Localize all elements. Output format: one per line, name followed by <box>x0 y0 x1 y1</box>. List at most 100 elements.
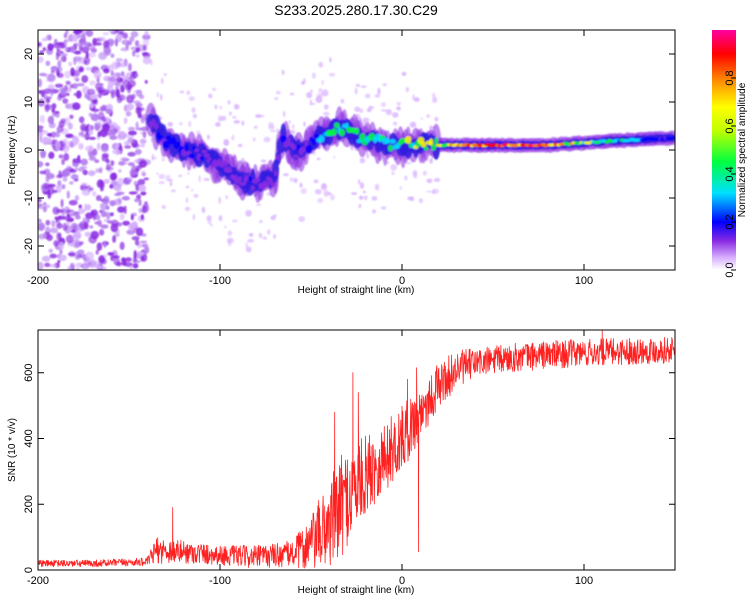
noise-cell <box>114 127 119 134</box>
noise-cell <box>275 90 281 95</box>
noise-cell <box>380 109 388 112</box>
noise-cell <box>260 159 267 163</box>
noise-cell <box>255 114 262 118</box>
noise-cell <box>392 112 399 118</box>
noise-cell <box>68 61 73 67</box>
noise-cell <box>366 108 372 113</box>
noise-cell <box>232 115 237 119</box>
noise-cell <box>135 47 141 52</box>
ridge-cell <box>270 182 276 187</box>
noise-cell <box>151 156 158 159</box>
noise-cell <box>57 60 62 68</box>
noise-cell <box>101 104 106 111</box>
noise-cell <box>358 195 364 200</box>
noise-cell <box>45 175 50 183</box>
noise-cell <box>63 117 71 126</box>
noise-cell <box>314 188 322 195</box>
noise-cell <box>130 31 139 38</box>
noise-cell <box>70 229 76 233</box>
noise-cell <box>72 136 80 146</box>
noise-cell <box>74 166 78 171</box>
x-tick-label: 0 <box>399 575 405 587</box>
noise-cell <box>116 72 121 82</box>
noise-cell <box>121 158 130 162</box>
noise-cell <box>135 89 143 97</box>
noise-cell <box>144 246 150 254</box>
noise-cell <box>142 52 151 59</box>
noise-cell <box>69 212 79 217</box>
noise-cell <box>405 161 412 165</box>
colorbar-label: Normalized spectral amplitude <box>737 82 748 217</box>
noise-cell <box>133 159 140 163</box>
x-tick-label: 0 <box>399 275 405 287</box>
noise-cell <box>328 72 336 77</box>
noise-cell <box>54 140 61 150</box>
noise-cell <box>178 174 183 178</box>
noise-cell <box>220 115 227 121</box>
noise-cell <box>50 88 54 97</box>
noise-cell <box>409 196 415 202</box>
noise-cell <box>188 120 192 127</box>
noise-cell <box>142 205 148 212</box>
noise-cell <box>42 184 51 190</box>
noise-cell <box>122 220 131 226</box>
noise-cell <box>43 88 52 94</box>
noise-cell <box>217 115 223 122</box>
ridge-cell <box>333 122 340 129</box>
y-tick-label: 400 <box>23 429 35 447</box>
ridge-cell <box>389 139 396 144</box>
y-tick-label: 0 <box>23 567 35 573</box>
noise-cell <box>65 92 70 96</box>
noise-cell <box>399 186 402 191</box>
noise-cell <box>227 230 233 236</box>
noise-cell <box>420 117 424 120</box>
noise-cell <box>112 149 121 155</box>
ridge-cell <box>250 185 255 191</box>
noise-cell <box>107 252 115 256</box>
noise-cell <box>137 178 146 186</box>
noise-cell <box>97 131 101 138</box>
noise-cell <box>124 140 130 146</box>
noise-cell <box>283 110 286 118</box>
noise-cell <box>144 30 149 36</box>
ridge-cell <box>199 155 204 161</box>
noise-cell <box>256 203 262 206</box>
noise-cell <box>38 131 44 138</box>
noise-cell <box>327 192 332 196</box>
noise-cell <box>110 53 115 58</box>
noise-cell <box>46 132 53 137</box>
noise-cell <box>92 212 97 221</box>
noise-cell <box>99 180 105 190</box>
noise-cell <box>112 255 120 259</box>
ridge-cell <box>203 153 211 158</box>
noise-cell <box>39 224 44 231</box>
noise-cell <box>135 165 142 171</box>
noise-cell <box>94 42 102 46</box>
noise-cell <box>186 90 191 96</box>
noise-cell <box>111 93 115 99</box>
noise-cell <box>211 87 217 92</box>
noise-cell <box>140 255 145 262</box>
noise-cell <box>97 111 105 120</box>
noise-cell <box>207 93 213 99</box>
noise-cell <box>99 36 106 42</box>
noise-cell <box>201 206 206 214</box>
noise-cell <box>81 133 91 139</box>
noise-cell <box>39 50 44 55</box>
noise-cell <box>73 69 81 77</box>
ridge-cell <box>286 137 291 144</box>
noise-cell <box>138 199 142 207</box>
noise-cell <box>125 103 135 111</box>
noise-cell <box>87 88 96 95</box>
noise-cell <box>237 143 243 148</box>
noise-cell <box>322 111 330 116</box>
noise-cell <box>193 193 199 198</box>
noise-cell <box>143 177 150 181</box>
noise-cell <box>72 102 81 110</box>
noise-cell <box>56 46 60 52</box>
colorbar-gradient <box>712 30 736 270</box>
noise-cell <box>41 255 51 262</box>
noise-cell <box>115 58 124 63</box>
ridge-cell <box>431 143 437 151</box>
noise-cell <box>254 125 258 129</box>
